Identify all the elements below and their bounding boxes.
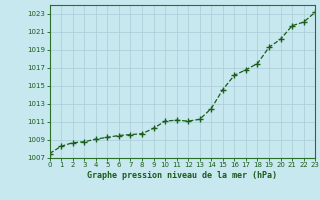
X-axis label: Graphe pression niveau de la mer (hPa): Graphe pression niveau de la mer (hPa): [87, 171, 277, 180]
